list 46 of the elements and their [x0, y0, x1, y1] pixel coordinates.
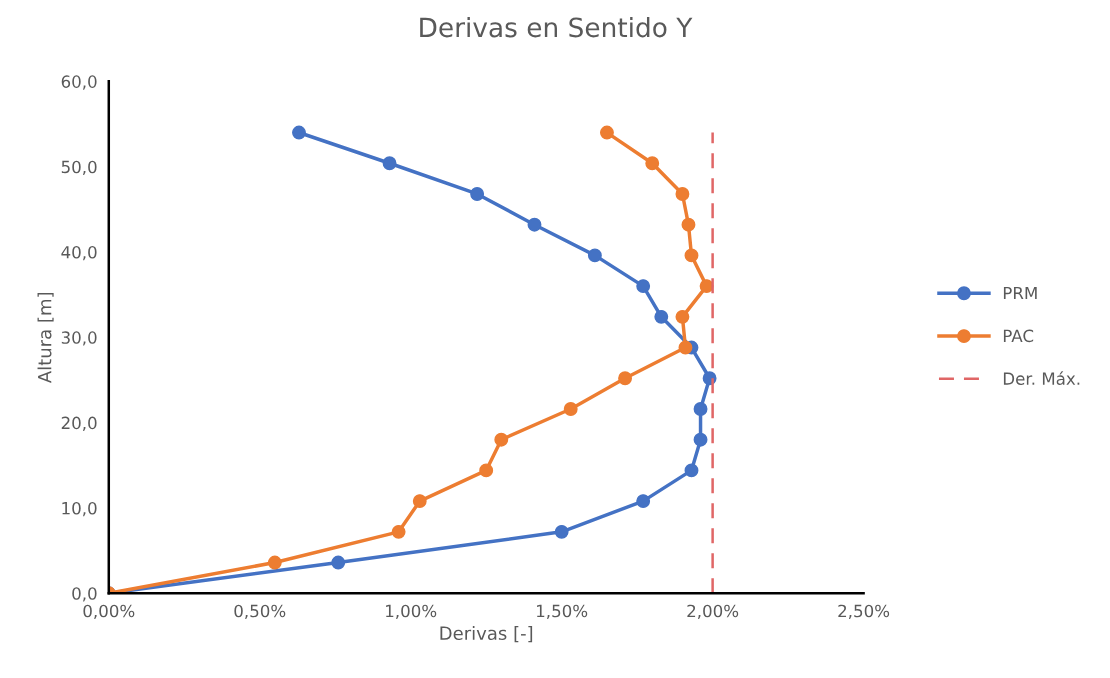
x-axis-title: Derivas [-] [440, 626, 533, 643]
point [600, 125, 614, 140]
point [693, 432, 708, 447]
legend-label: PRM [1003, 286, 1037, 300]
x-tick-label: 0,50% [234, 604, 286, 619]
point [645, 156, 660, 171]
y-tick-label: 20,0 [61, 416, 97, 431]
point [681, 217, 696, 232]
point [675, 309, 690, 324]
point [554, 524, 569, 539]
point [382, 156, 397, 171]
y-tick-label: 50,0 [61, 160, 97, 175]
point [636, 494, 651, 509]
point [494, 432, 509, 447]
point [412, 494, 427, 509]
point [684, 248, 699, 263]
point [479, 463, 494, 478]
point [391, 524, 406, 539]
y-tick-label: 30,0 [61, 331, 97, 346]
y-tick-label: 60,0 [61, 75, 97, 90]
point [675, 187, 690, 201]
point [527, 217, 542, 232]
point [693, 402, 708, 416]
x-tick-label: 2,50% [838, 604, 890, 619]
y-axis-title: Altura [m] [37, 292, 54, 384]
point [636, 279, 651, 294]
point [267, 555, 282, 570]
y-tick-label: 0,0 [72, 587, 97, 602]
x-tick-label: 2,00% [687, 604, 739, 619]
point [587, 248, 602, 263]
y-tick-label: 40,0 [61, 245, 97, 261]
x-tick-label: 1,00% [386, 604, 437, 619]
point [563, 402, 578, 416]
x-tick-label: 1,50% [537, 604, 588, 619]
point [618, 371, 633, 386]
point [678, 340, 693, 355]
point [684, 463, 699, 478]
point [470, 187, 485, 201]
x-tick-label: 0,00% [83, 604, 135, 619]
legend-label: PAC [1003, 329, 1034, 343]
chart-title: Derivas en Sentido Y [420, 16, 693, 38]
legend-label: Der. Máx. [1003, 371, 1080, 385]
point [292, 125, 306, 140]
point [654, 309, 669, 324]
point [331, 555, 346, 570]
y-tick-label: 10,0 [62, 501, 97, 517]
